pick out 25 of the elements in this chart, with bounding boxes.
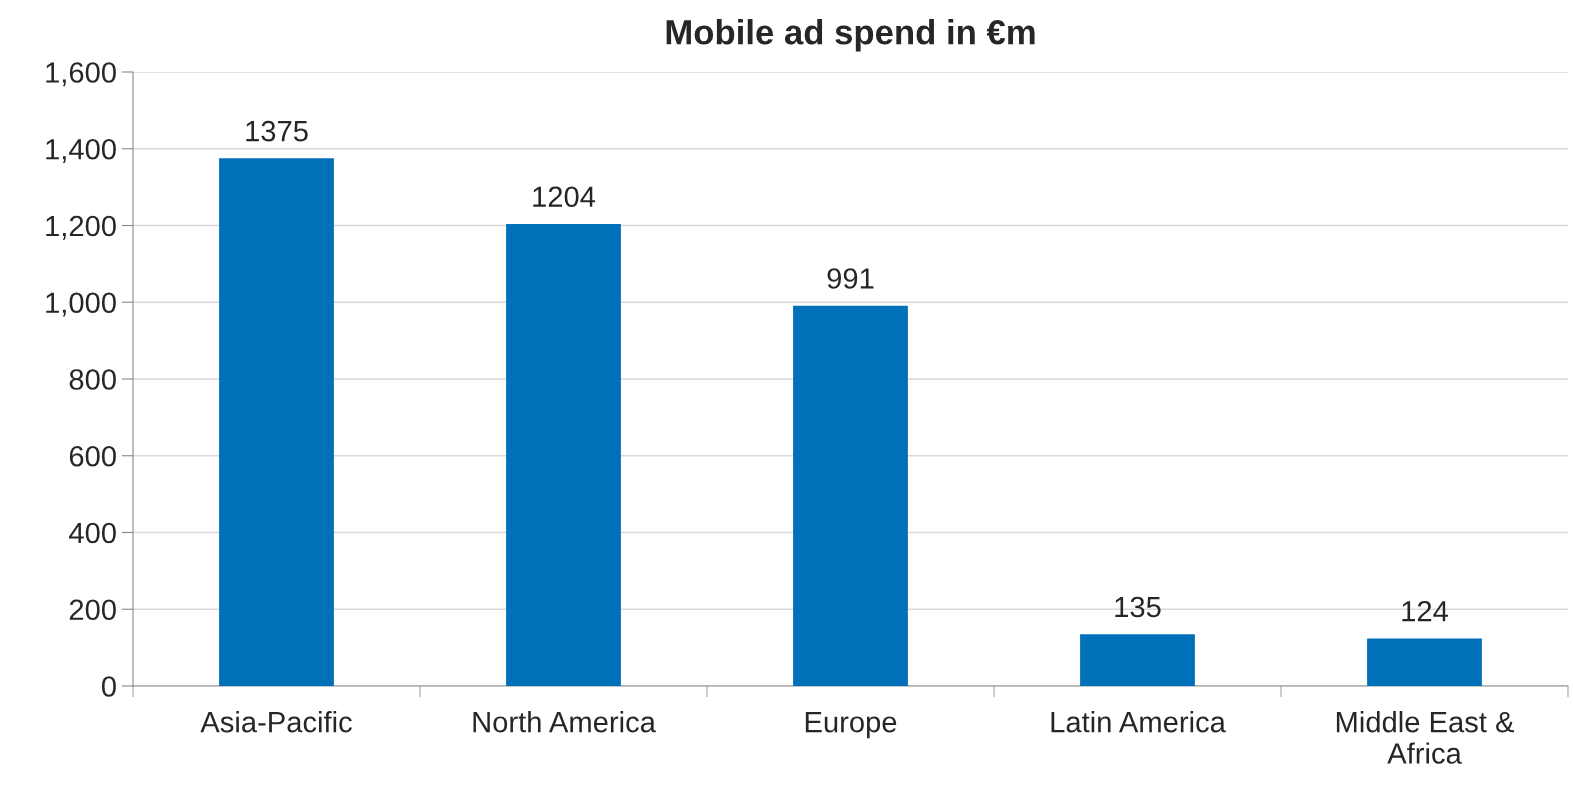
y-tick-label: 1,200: [46, 215, 116, 240]
bar: [219, 158, 334, 686]
data-label: 1204: [533, 186, 596, 208]
x-tick-label: Latin America: [1051, 711, 1226, 733]
bar: [1367, 638, 1482, 686]
x-tick-label: Europe: [805, 712, 897, 739]
data-label: 1375: [246, 120, 308, 142]
y-tick-label: 800: [69, 369, 116, 390]
bar: [506, 223, 621, 686]
y-tick-label: 600: [69, 445, 116, 467]
bar: [793, 305, 908, 686]
data-label: 991: [827, 268, 874, 289]
y-tick-label: 1,400: [46, 138, 116, 164]
y-tick-label: 200: [69, 599, 116, 621]
x-tick-label: Asia-Pacific: [200, 711, 352, 733]
y-tick-label: 0: [101, 676, 116, 697]
x-tick-label: Middle East & Africa: [1336, 711, 1515, 764]
y-tick-label: 400: [69, 522, 116, 544]
y-tick-label: 1,000: [46, 292, 116, 317]
chart-title: Mobile ad spend in €m: [666, 19, 1035, 52]
bar: [1080, 634, 1195, 686]
y-tick-label: 1,600: [46, 62, 116, 87]
x-tick-label: North America: [473, 711, 656, 733]
data-label: 124: [1402, 600, 1448, 622]
data-label: 135: [1115, 596, 1161, 618]
